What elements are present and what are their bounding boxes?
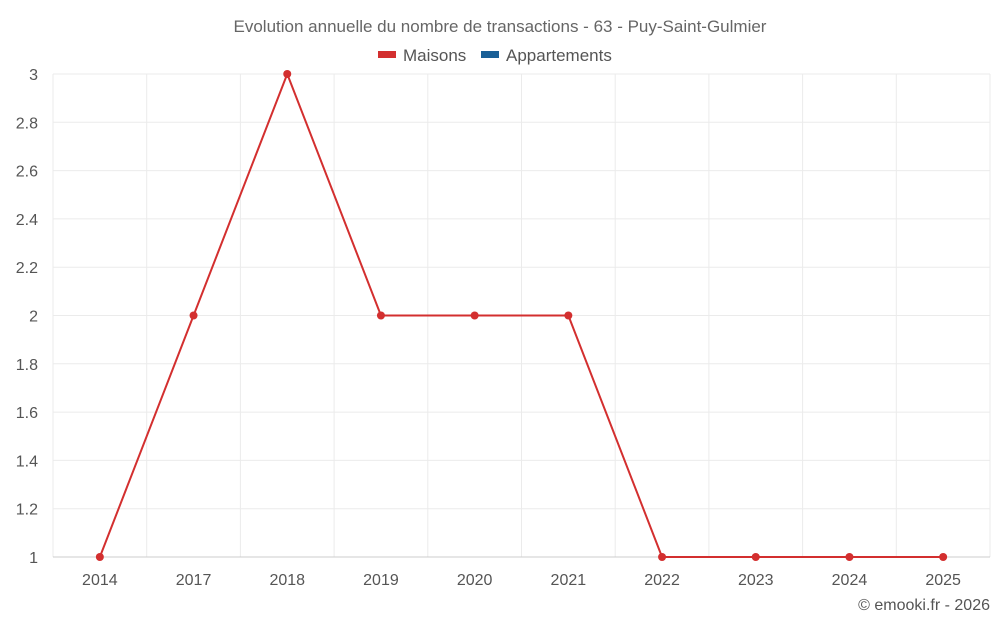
x-tick-label: 2022 bbox=[644, 572, 680, 589]
legend-swatch-appartements bbox=[481, 51, 499, 58]
x-tick-label: 2023 bbox=[738, 572, 774, 589]
legend-item-maisons[interactable]: Maisons bbox=[378, 46, 466, 65]
x-tick-label: 2017 bbox=[176, 572, 212, 589]
footer-credit: © emooki.fr - 2026 bbox=[858, 597, 990, 614]
series-line-maisons bbox=[98, 73, 944, 558]
data-point-maisons[interactable] bbox=[845, 553, 854, 561]
y-tick-label: 2.6 bbox=[16, 164, 38, 181]
x-tick-label: 2021 bbox=[551, 572, 587, 589]
data-point-maisons[interactable] bbox=[564, 311, 573, 320]
x-tick-label: 2014 bbox=[82, 572, 118, 589]
legend-item-appartements[interactable]: Appartements bbox=[481, 46, 612, 65]
chart-title: Evolution annuelle du nombre de transact… bbox=[234, 17, 767, 36]
y-tick-label: 1.2 bbox=[16, 502, 38, 519]
data-point-maisons[interactable] bbox=[751, 553, 760, 561]
data-point-maisons[interactable] bbox=[95, 553, 104, 561]
legend-label-appartements: Appartements bbox=[506, 46, 612, 65]
legend-swatch-maisons bbox=[378, 51, 396, 58]
y-tick-label: 1.6 bbox=[16, 405, 38, 422]
data-point-maisons[interactable] bbox=[939, 553, 948, 561]
x-axis: 2014 2017 2018 2019 2020 2021 2022 2023 2024 2025 bbox=[82, 572, 961, 589]
x-tick-label: 2024 bbox=[832, 572, 868, 589]
y-tick-label: 2.8 bbox=[16, 115, 38, 132]
y-tick-label: 1.8 bbox=[16, 357, 38, 374]
legend: Maisons Appartements bbox=[378, 46, 612, 65]
y-tick-label: 2.4 bbox=[16, 212, 38, 229]
data-point-maisons[interactable] bbox=[470, 311, 479, 320]
x-tick-label: 2025 bbox=[925, 572, 961, 589]
data-point-maisons[interactable] bbox=[283, 70, 292, 78]
y-axis: 1 1.2 1.4 1.6 1.8 2 2.2 2.4 2.6 2.8 3 bbox=[16, 67, 38, 567]
legend-label-maisons: Maisons bbox=[403, 46, 466, 65]
data-point-maisons[interactable] bbox=[376, 311, 385, 320]
y-tick-label: 1 bbox=[29, 550, 38, 567]
y-tick-label: 1.4 bbox=[16, 453, 38, 470]
series-maisons bbox=[95, 70, 948, 561]
x-tick-label: 2020 bbox=[457, 572, 493, 589]
y-tick-label: 3 bbox=[29, 67, 38, 84]
data-point-maisons[interactable] bbox=[658, 553, 667, 561]
x-tick-label: 2019 bbox=[363, 572, 399, 589]
x-tick-label: 2018 bbox=[269, 572, 305, 589]
y-tick-label: 2 bbox=[29, 309, 38, 326]
data-point-maisons[interactable] bbox=[189, 311, 198, 320]
y-tick-label: 2.2 bbox=[16, 260, 38, 277]
